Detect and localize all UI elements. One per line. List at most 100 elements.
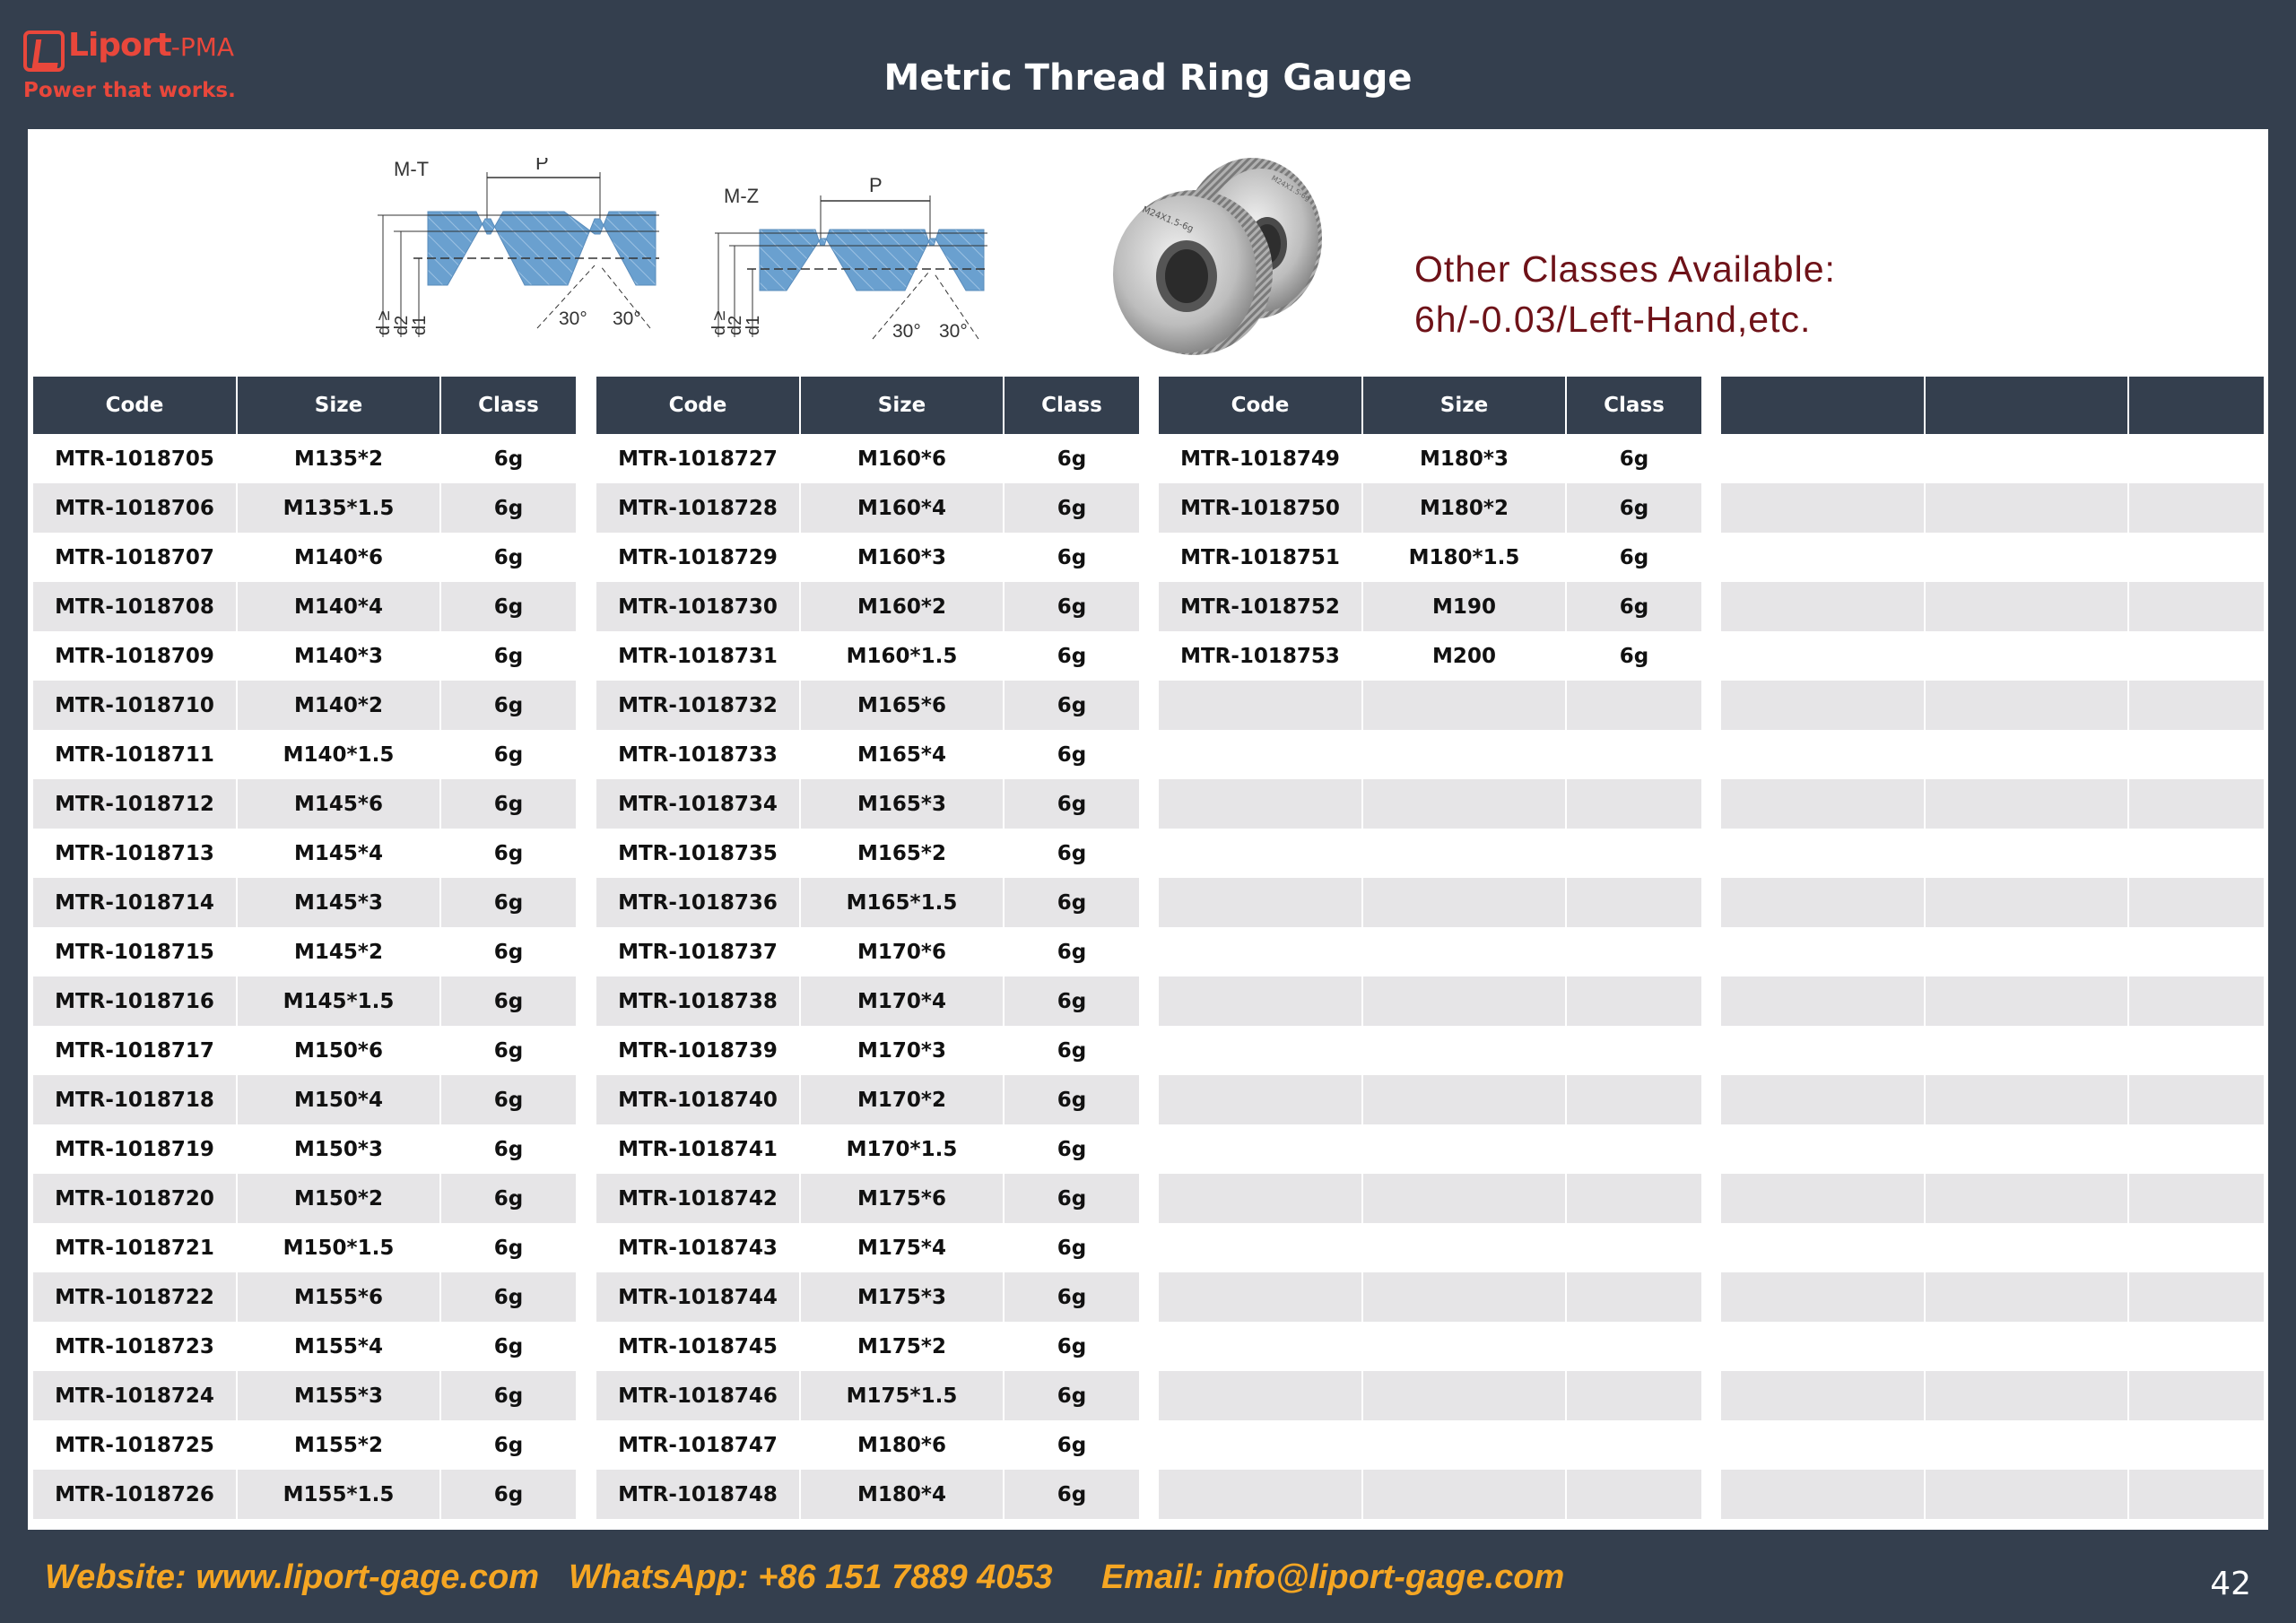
table-row: MTR-1018705 M135*2 6g	[33, 434, 576, 483]
cell-code	[1721, 878, 1926, 927]
cell-code: MTR-1018741	[596, 1124, 801, 1174]
table-row: MTR-1018706 M135*1.5 6g	[33, 483, 576, 533]
cell-size: M175*1.5	[800, 1371, 1004, 1420]
cell-code: MTR-1018716	[33, 976, 238, 1026]
cell-class	[1566, 1420, 1701, 1470]
cell-code: MTR-1018744	[596, 1272, 801, 1322]
table-row	[1159, 1026, 1701, 1075]
cell-class	[1566, 1174, 1701, 1223]
cell-code	[1721, 1075, 1926, 1124]
table-row: MTR-1018748 M180*4 6g	[596, 1470, 1139, 1519]
other-classes-note: Other Classes Available: 6h/-0.03/Left-H…	[1414, 244, 1836, 344]
table-row: MTR-1018752 M190 6g	[1159, 582, 1701, 631]
footer-whatsapp[interactable]: WhatsApp: +86 151 7889 4053	[569, 1558, 1053, 1596]
cell-class	[2128, 730, 2264, 779]
cell-code	[1721, 1026, 1926, 1075]
cell-size: M145*1.5	[237, 976, 441, 1026]
product-table-4	[1721, 377, 2264, 1519]
table-row: MTR-1018745 M175*2 6g	[596, 1322, 1139, 1371]
cell-class	[2128, 1371, 2264, 1420]
table-row: MTR-1018711 M140*1.5 6g	[33, 730, 576, 779]
cell-class	[2128, 1075, 2264, 1124]
table-row: MTR-1018718 M150*4 6g	[33, 1075, 576, 1124]
table-row	[1159, 1174, 1701, 1223]
cell-size: M170*4	[800, 976, 1004, 1026]
column-header-code: Code	[1159, 377, 1363, 434]
table-row: MTR-1018724 M155*3 6g	[33, 1371, 576, 1420]
cell-class	[1566, 1075, 1701, 1124]
table-header-row: Code Size Class	[33, 377, 576, 434]
cell-size	[1925, 829, 2129, 878]
cell-code	[1721, 533, 1926, 582]
cell-code: MTR-1018715	[33, 927, 238, 976]
cell-class: 6g	[440, 730, 576, 779]
table-row: MTR-1018727 M160*6 6g	[596, 434, 1139, 483]
cell-class: 6g	[1004, 829, 1139, 878]
cell-size: M135*1.5	[237, 483, 441, 533]
table-row: MTR-1018739 M170*3 6g	[596, 1026, 1139, 1075]
table-row: MTR-1018734 M165*3 6g	[596, 779, 1139, 829]
cell-size	[1925, 1272, 2129, 1322]
cell-code: MTR-1018712	[33, 779, 238, 829]
svg-text:M-T: M-T	[394, 158, 429, 180]
cell-size	[1362, 829, 1567, 878]
footer-website[interactable]: Website: www.liport-gage.com	[45, 1558, 540, 1596]
cell-class	[2128, 1322, 2264, 1371]
cell-size: M145*6	[237, 779, 441, 829]
cell-class	[2128, 681, 2264, 730]
cell-size: M180*2	[1362, 483, 1567, 533]
svg-text:30°: 30°	[939, 321, 968, 342]
table-header-row	[1721, 377, 2264, 434]
cell-code: MTR-1018718	[33, 1075, 238, 1124]
table-row: MTR-1018753 M200 6g	[1159, 631, 1701, 681]
cell-code	[1721, 582, 1926, 631]
cell-code: MTR-1018739	[596, 1026, 801, 1075]
cell-class: 6g	[1004, 1075, 1139, 1124]
table-row: MTR-1018725 M155*2 6g	[33, 1420, 576, 1470]
cell-size: M155*2	[237, 1420, 441, 1470]
cell-size: M165*6	[800, 681, 1004, 730]
cell-size: M175*2	[800, 1322, 1004, 1371]
cell-code: MTR-1018713	[33, 829, 238, 878]
cell-class: 6g	[1566, 631, 1701, 681]
cell-class	[1566, 779, 1701, 829]
cell-class	[2128, 483, 2264, 533]
cell-class: 6g	[1004, 1124, 1139, 1174]
cell-class: 6g	[440, 779, 576, 829]
table-row: MTR-1018738 M170*4 6g	[596, 976, 1139, 1026]
cell-class: 6g	[1004, 1322, 1139, 1371]
table-row: MTR-1018707 M140*6 6g	[33, 533, 576, 582]
cell-code	[1159, 878, 1363, 927]
logo-wordmark: Liport-PMA	[68, 27, 235, 64]
cell-size	[1362, 976, 1567, 1026]
cell-code	[1159, 779, 1363, 829]
footer-email[interactable]: Email: info@liport-gage.com	[1101, 1558, 1565, 1596]
cell-size: M180*1.5	[1362, 533, 1567, 582]
cell-code: MTR-1018751	[1159, 533, 1363, 582]
cell-code: MTR-1018733	[596, 730, 801, 779]
table-row: MTR-1018730 M160*2 6g	[596, 582, 1139, 631]
cell-code: MTR-1018707	[33, 533, 238, 582]
cell-size	[1925, 1075, 2129, 1124]
product-table-3: Code Size Class MTR-1018749 M180*3 6g MTR-1…	[1159, 377, 1701, 1519]
table-row	[1159, 1075, 1701, 1124]
cell-class	[1566, 976, 1701, 1026]
cell-class: 6g	[440, 976, 576, 1026]
table-row: MTR-1018744 M175*3 6g	[596, 1272, 1139, 1322]
cell-class: 6g	[1566, 533, 1701, 582]
cell-code	[1721, 779, 1926, 829]
cell-class: 6g	[1004, 631, 1139, 681]
cell-size: M145*2	[237, 927, 441, 976]
table-row: MTR-1018708 M140*4 6g	[33, 582, 576, 631]
cell-class	[2128, 582, 2264, 631]
cell-code: MTR-1018706	[33, 483, 238, 533]
cell-class: 6g	[440, 681, 576, 730]
cell-size	[1362, 1075, 1567, 1124]
cell-size: M140*2	[237, 681, 441, 730]
cell-code	[1721, 1371, 1926, 1420]
cell-code: MTR-1018717	[33, 1026, 238, 1075]
table-row: MTR-1018722 M155*6 6g	[33, 1272, 576, 1322]
table-row	[1721, 582, 2264, 631]
column-header-size: Size	[237, 377, 441, 434]
cell-code: MTR-1018734	[596, 779, 801, 829]
